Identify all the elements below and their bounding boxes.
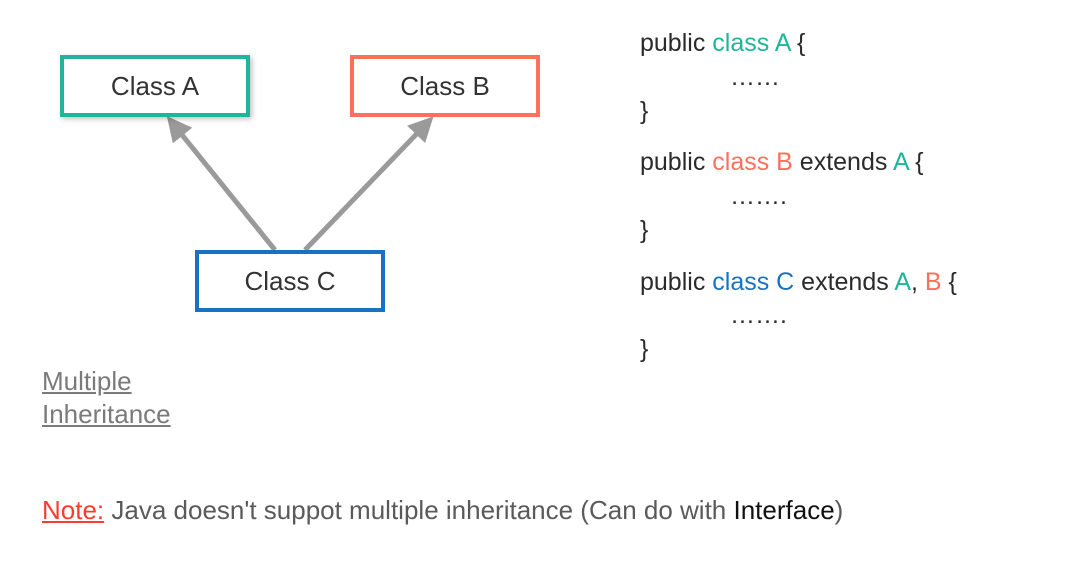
class-box-b: Class B: [350, 55, 540, 117]
diagram-container: Class A Class B Class C Multiple Inheritan…: [0, 0, 1070, 572]
diagram-caption: Multiple Inheritance: [42, 365, 171, 430]
note-body-before: Java doesn't suppot multiple inheritance…: [104, 495, 733, 525]
class-box-a: Class A: [60, 55, 250, 117]
code-body-line: ……: [640, 61, 957, 95]
code-block: public class A {……} public class B extend…: [640, 27, 957, 367]
class-box-c: Class C: [195, 250, 385, 312]
code-body-line: …….: [640, 180, 957, 214]
code-body-line: …….: [640, 299, 957, 333]
caption-line2: Inheritance: [42, 399, 171, 429]
note-label: Note:: [42, 495, 104, 525]
code-decl-line: public class B extends A {: [640, 146, 957, 180]
code-close-line: }: [640, 95, 957, 129]
code-close-line: }: [640, 333, 957, 367]
note-text: Note: Java doesn't suppot multiple inher…: [42, 495, 843, 526]
code-close-line: }: [640, 214, 957, 248]
caption-line1: Multiple: [42, 366, 132, 396]
code-decl-line: public class A {: [640, 27, 957, 61]
note-interface: Interface: [733, 495, 834, 525]
note-body-after: ): [835, 495, 844, 525]
code-decl-line: public class C extends A, B {: [640, 266, 957, 300]
